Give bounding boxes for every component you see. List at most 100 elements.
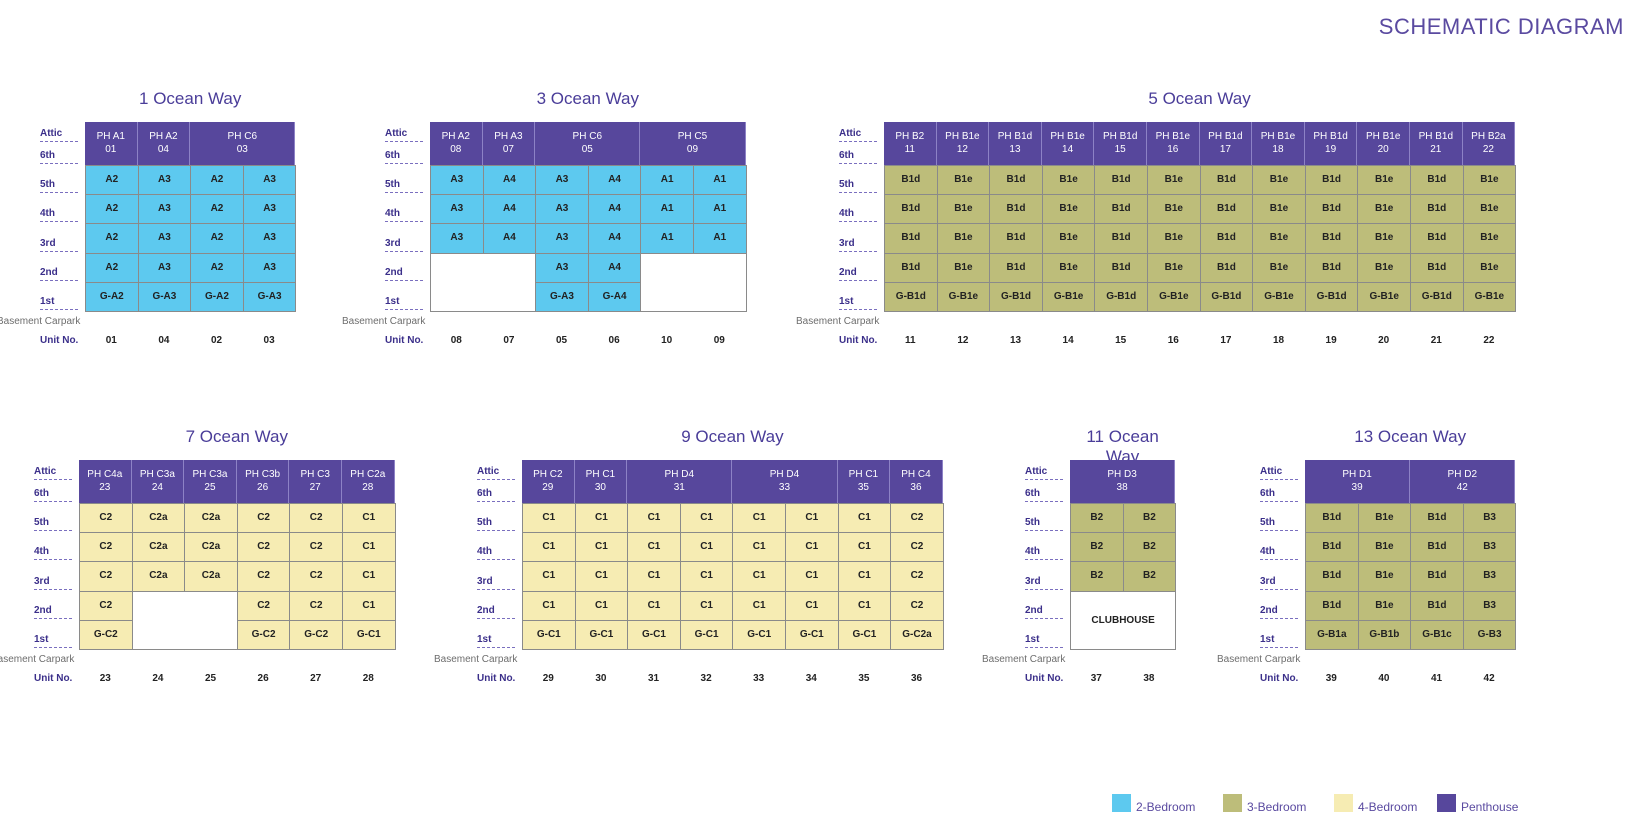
- penthouse-cell[interactable]: PH C2 29: [522, 460, 575, 503]
- unit-cell[interactable]: A1: [693, 194, 747, 225]
- unit-cell[interactable]: B1d: [1305, 532, 1359, 563]
- penthouse-cell[interactable]: PH B2a 22: [1462, 122, 1516, 165]
- unit-cell[interactable]: A3: [242, 223, 297, 254]
- unit-cell[interactable]: A4: [482, 194, 537, 225]
- unit-cell[interactable]: B1d: [1410, 194, 1464, 225]
- unit-cell[interactable]: B1e: [1357, 503, 1412, 534]
- unit-cell[interactable]: G-B1d: [1304, 281, 1359, 312]
- unit-cell[interactable]: B1e: [1252, 165, 1306, 196]
- unit-cell[interactable]: C1: [679, 503, 734, 534]
- unit-cell[interactable]: G-A2: [85, 281, 139, 312]
- unit-cell[interactable]: A2: [85, 194, 139, 225]
- unit-cell[interactable]: B1e: [1357, 165, 1411, 196]
- penthouse-cell[interactable]: PH C3a 25: [184, 460, 237, 503]
- unit-cell[interactable]: G-B1d: [1410, 281, 1464, 312]
- unit-cell[interactable]: A3: [137, 165, 192, 196]
- unit-cell[interactable]: B1e: [936, 194, 991, 225]
- unit-cell[interactable]: B1e: [1041, 194, 1096, 225]
- unit-cell[interactable]: B1e: [1147, 223, 1201, 254]
- unit-cell[interactable]: B1d: [1305, 590, 1359, 621]
- penthouse-cell[interactable]: PH B2 11: [884, 122, 937, 165]
- penthouse-cell[interactable]: PH B1d 17: [1199, 122, 1253, 165]
- penthouse-cell[interactable]: PH A2 04: [137, 122, 191, 165]
- unit-cell[interactable]: B1e: [1147, 194, 1201, 225]
- unit-cell[interactable]: B1d: [989, 223, 1043, 254]
- unit-cell[interactable]: B2: [1070, 503, 1124, 534]
- unit-cell[interactable]: C2: [236, 590, 291, 621]
- unit-cell[interactable]: A4: [482, 223, 537, 254]
- unit-cell[interactable]: G-C1: [522, 619, 576, 650]
- penthouse-cell[interactable]: PH C4 36: [890, 460, 943, 503]
- unit-cell[interactable]: B1d: [1199, 194, 1254, 225]
- unit-cell[interactable]: C1: [342, 532, 396, 563]
- unit-cell[interactable]: B1d: [1094, 252, 1148, 283]
- unit-cell[interactable]: A3: [137, 252, 192, 283]
- unit-cell[interactable]: B1e: [1252, 194, 1306, 225]
- unit-cell[interactable]: A3: [137, 223, 192, 254]
- unit-cell[interactable]: G-B1e: [1357, 281, 1411, 312]
- unit-cell[interactable]: B1e: [1462, 223, 1517, 254]
- penthouse-cell[interactable]: PH C1 35: [837, 460, 891, 503]
- penthouse-cell[interactable]: PH B1e 14: [1041, 122, 1095, 165]
- unit-cell[interactable]: B1d: [989, 194, 1043, 225]
- unit-cell[interactable]: G-B1e: [1147, 281, 1201, 312]
- unit-cell[interactable]: B1d: [1305, 561, 1359, 592]
- unit-cell[interactable]: B1e: [1357, 194, 1411, 225]
- unit-cell[interactable]: C2: [236, 561, 291, 592]
- unit-cell[interactable]: C1: [785, 590, 839, 621]
- unit-cell[interactable]: B1e: [1462, 194, 1517, 225]
- penthouse-cell[interactable]: PH D4 33: [732, 460, 838, 503]
- unit-cell[interactable]: B1d: [1410, 165, 1464, 196]
- unit-cell[interactable]: A3: [535, 252, 589, 283]
- unit-cell[interactable]: A1: [640, 223, 694, 254]
- unit-cell[interactable]: C1: [679, 590, 734, 621]
- penthouse-cell[interactable]: PH B1e 20: [1357, 122, 1410, 165]
- unit-cell[interactable]: G-B1d: [1199, 281, 1254, 312]
- penthouse-cell[interactable]: PH B1e 16: [1147, 122, 1200, 165]
- unit-cell[interactable]: A4: [587, 194, 642, 225]
- unit-cell[interactable]: A3: [535, 165, 589, 196]
- unit-cell[interactable]: B1d: [884, 223, 938, 254]
- unit-cell[interactable]: B1d: [1304, 252, 1359, 283]
- penthouse-cell[interactable]: PH C3a 24: [131, 460, 185, 503]
- unit-cell[interactable]: B1d: [1305, 503, 1359, 534]
- unit-cell[interactable]: A1: [693, 165, 747, 196]
- unit-cell[interactable]: G-C1: [785, 619, 839, 650]
- unit-cell[interactable]: G-C1: [342, 619, 396, 650]
- unit-cell[interactable]: B3: [1462, 590, 1517, 621]
- unit-cell[interactable]: A4: [587, 165, 642, 196]
- penthouse-cell[interactable]: PH C5 09: [640, 122, 746, 165]
- clubhouse-area[interactable]: CLUBHOUSE: [1070, 590, 1177, 650]
- unit-cell[interactable]: B1e: [1252, 223, 1306, 254]
- unit-cell[interactable]: B1d: [1410, 590, 1464, 621]
- unit-cell[interactable]: G-A3: [137, 281, 192, 312]
- unit-cell[interactable]: B1d: [1199, 223, 1254, 254]
- unit-cell[interactable]: A3: [242, 165, 297, 196]
- unit-cell[interactable]: A3: [242, 194, 297, 225]
- unit-cell[interactable]: C1: [522, 561, 576, 592]
- unit-cell[interactable]: A3: [137, 194, 192, 225]
- unit-cell[interactable]: G-B1d: [989, 281, 1043, 312]
- unit-cell[interactable]: B1d: [1410, 561, 1464, 592]
- unit-cell[interactable]: B1e: [1357, 561, 1412, 592]
- unit-cell[interactable]: A4: [587, 252, 642, 283]
- unit-cell[interactable]: C2: [79, 503, 133, 534]
- penthouse-cell[interactable]: PH C2a 28: [342, 460, 395, 503]
- unit-cell[interactable]: B1d: [1304, 223, 1359, 254]
- unit-cell[interactable]: C2: [236, 532, 291, 563]
- penthouse-cell[interactable]: PH B1e 12: [936, 122, 990, 165]
- unit-cell[interactable]: B1d: [989, 165, 1043, 196]
- unit-cell[interactable]: C2: [289, 590, 343, 621]
- unit-cell[interactable]: G-C2a: [890, 619, 944, 650]
- unit-cell[interactable]: B1e: [1147, 252, 1201, 283]
- unit-cell[interactable]: C2: [289, 532, 343, 563]
- unit-cell[interactable]: C1: [574, 590, 629, 621]
- unit-cell[interactable]: A3: [430, 165, 484, 196]
- unit-cell[interactable]: B1e: [1462, 252, 1517, 283]
- unit-cell[interactable]: G-B1e: [936, 281, 991, 312]
- unit-cell[interactable]: A4: [587, 223, 642, 254]
- unit-cell[interactable]: C1: [574, 532, 629, 563]
- unit-cell[interactable]: C1: [522, 503, 576, 534]
- unit-cell[interactable]: C2: [890, 590, 944, 621]
- unit-cell[interactable]: G-A2: [190, 281, 244, 312]
